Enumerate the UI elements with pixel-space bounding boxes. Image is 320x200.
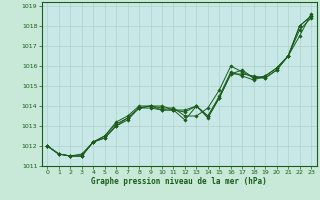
X-axis label: Graphe pression niveau de la mer (hPa): Graphe pression niveau de la mer (hPa) xyxy=(91,177,267,186)
